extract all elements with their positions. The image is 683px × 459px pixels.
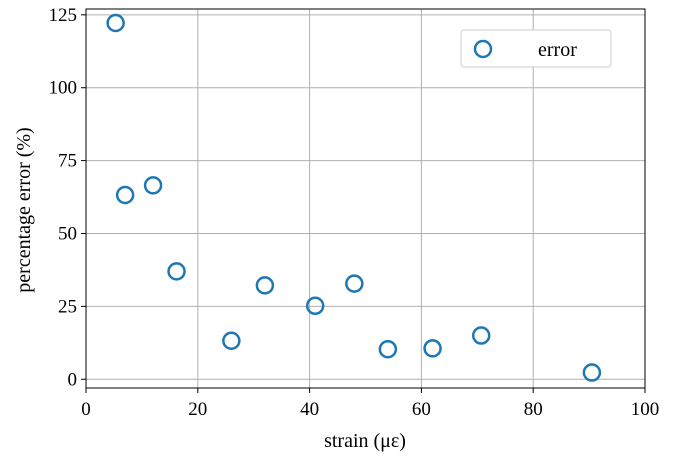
y-axis-label: percentage error (%) (13, 127, 35, 292)
x-tick-label: 60 (412, 399, 431, 420)
legend: error (460, 29, 612, 68)
x-axis-label: strain (με) (324, 430, 406, 452)
data-point (222, 331, 241, 351)
data-point (471, 326, 491, 345)
y-tick-label: 0 (68, 369, 78, 390)
y-tick-label: 25 (58, 296, 77, 317)
plot-frame (85, 8, 646, 389)
x-tick-label: 40 (300, 399, 319, 420)
y-tick-label: 125 (49, 5, 78, 26)
axis-ticks: 0 20 40 60 80 100 0 25 50 75 100 125 (49, 5, 660, 420)
legend-label: error (538, 39, 577, 61)
data-point (167, 262, 186, 281)
x-tick-label: 80 (524, 399, 543, 420)
y-tick-label: 100 (49, 78, 78, 99)
data-point (582, 363, 602, 382)
data-point (115, 185, 135, 205)
data-points (106, 13, 602, 382)
data-point (255, 276, 275, 295)
data-point (305, 296, 325, 316)
data-point (143, 176, 163, 195)
data-point (106, 13, 125, 33)
y-tick-label: 50 (58, 223, 77, 244)
legend-marker-icon (473, 39, 493, 59)
data-point (423, 339, 442, 358)
x-tick-label: 100 (631, 399, 660, 420)
legend-box (460, 29, 612, 68)
data-point (345, 274, 364, 293)
x-tick-label: 20 (188, 399, 207, 420)
x-tick-label: 0 (81, 399, 91, 420)
data-point (378, 339, 398, 359)
y-tick-label: 75 (58, 151, 77, 172)
